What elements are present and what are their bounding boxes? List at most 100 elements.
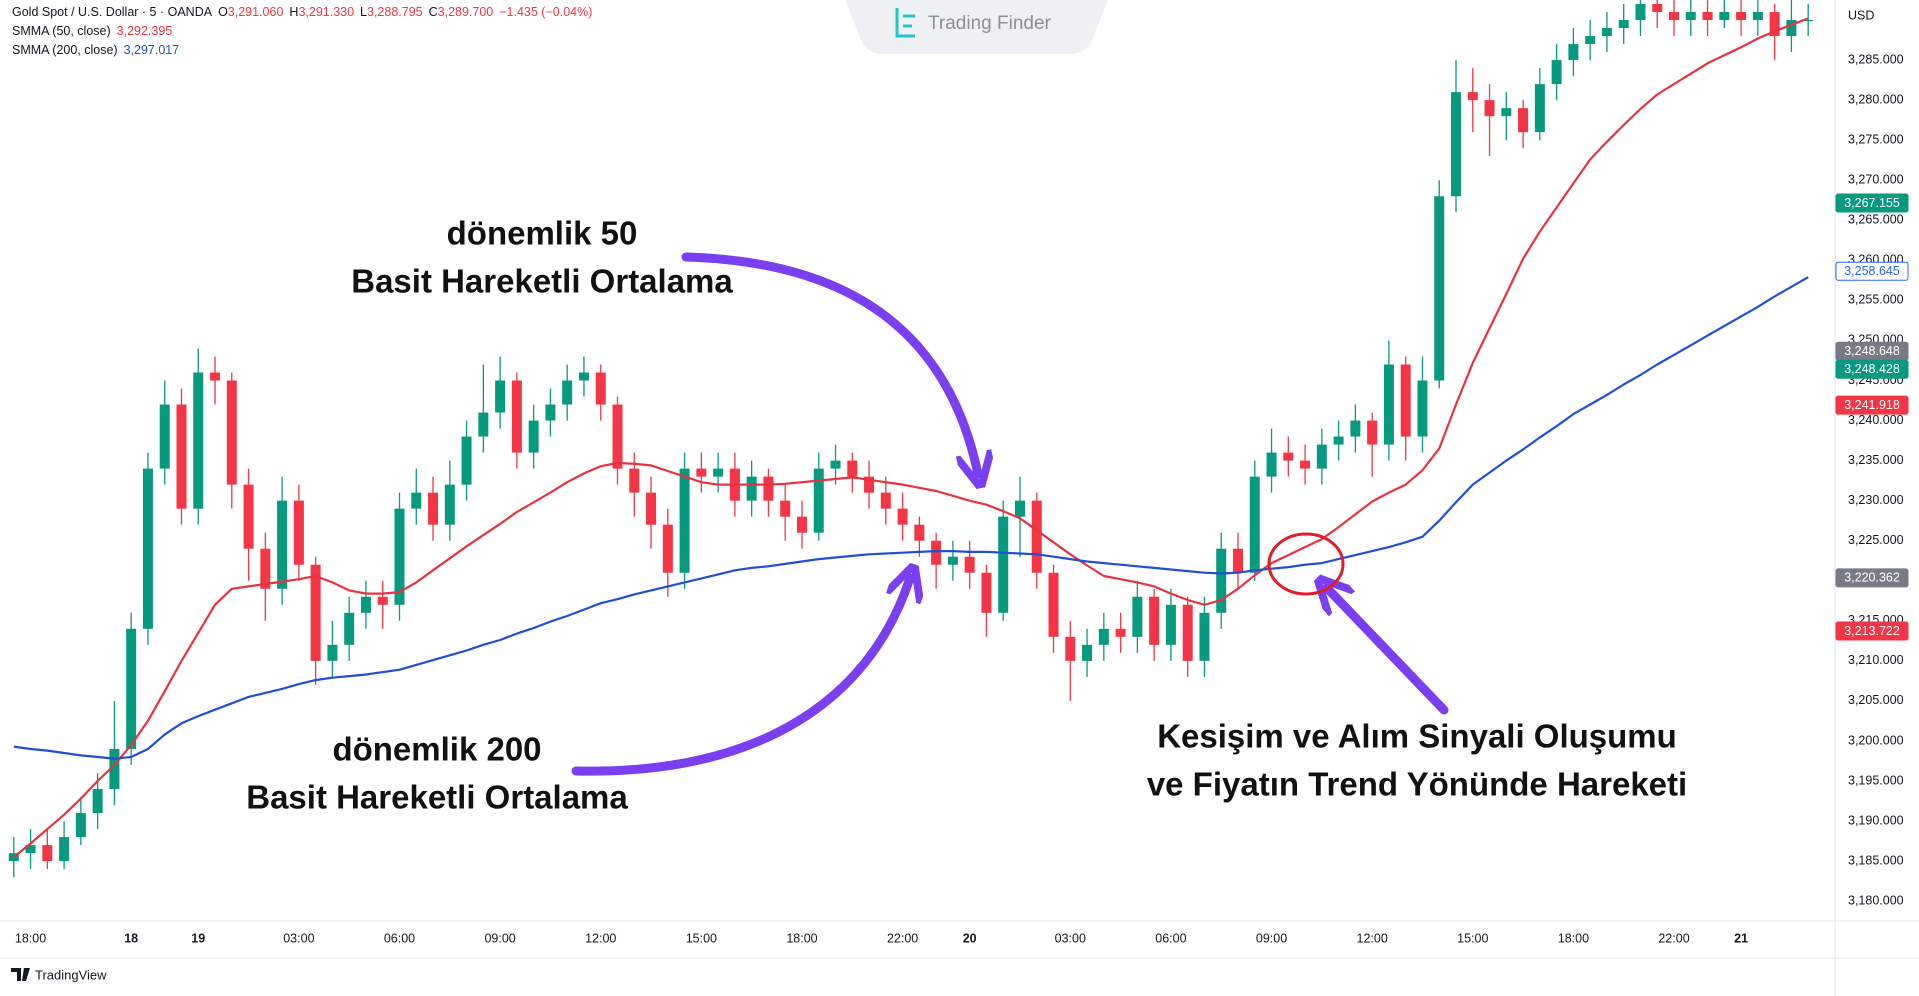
candle-body bbox=[444, 484, 455, 525]
watermark-text: Trading Finder bbox=[928, 13, 1052, 34]
y-tick-label: 3,205.000 bbox=[1848, 693, 1904, 707]
candle-body bbox=[1400, 364, 1411, 437]
candle-body bbox=[998, 516, 1009, 613]
indicator-value: 3,297.017 bbox=[124, 43, 180, 57]
watermark-icon bbox=[895, 8, 915, 38]
candle-body bbox=[1098, 628, 1109, 645]
candle-body bbox=[746, 476, 757, 501]
x-tick-label: 12:00 bbox=[1357, 931, 1388, 945]
x-tick-label: 06:00 bbox=[1155, 931, 1186, 945]
symbol: Gold Spot / U.S. Dollar · 5 · OANDA bbox=[12, 5, 213, 19]
ma-line bbox=[13, 276, 1809, 760]
y-tick-label: 3,225.000 bbox=[1848, 533, 1904, 547]
candle-body bbox=[1048, 572, 1059, 637]
x-tick-label: 06:00 bbox=[384, 931, 415, 945]
candle-body bbox=[1434, 196, 1445, 381]
candle-body bbox=[796, 516, 807, 533]
candle-body bbox=[813, 468, 824, 533]
candle-body bbox=[1769, 12, 1780, 37]
candle-body bbox=[495, 380, 506, 413]
change: −1.435 (−0.04%) bbox=[499, 5, 592, 19]
candle-body bbox=[595, 372, 606, 405]
y-tick-label: 3,185.000 bbox=[1848, 853, 1904, 867]
candle-body bbox=[1585, 36, 1596, 45]
indicator-value: 3,292.395 bbox=[117, 24, 173, 38]
price-badge-label: 3,213.722 bbox=[1844, 624, 1900, 638]
candle-body bbox=[59, 837, 70, 862]
candle-body bbox=[679, 468, 690, 573]
status-line: Gold Spot / U.S. Dollar · 5 · OANDA O3,29… bbox=[12, 5, 592, 19]
ohlc-key: H bbox=[289, 5, 298, 19]
x-tick-label: 18 bbox=[124, 931, 138, 945]
candle-body bbox=[1149, 596, 1160, 645]
y-tick-label: 3,235.000 bbox=[1848, 453, 1904, 467]
watermark-tab bbox=[845, 0, 1108, 54]
candle-body bbox=[1132, 596, 1143, 637]
y-tick-label: 3,200.000 bbox=[1848, 733, 1904, 747]
candle-body bbox=[478, 412, 489, 437]
candle-body bbox=[159, 404, 170, 469]
price-badge-label: 3,258.645 bbox=[1844, 264, 1900, 278]
candle-body bbox=[1266, 452, 1277, 477]
price-badge-label: 3,267.155 bbox=[1844, 196, 1900, 210]
candle-body bbox=[696, 468, 707, 477]
candle-body bbox=[226, 380, 237, 485]
arrow bbox=[571, 578, 910, 776]
candle-body bbox=[210, 372, 221, 381]
price-badge-label: 3,248.648 bbox=[1844, 344, 1900, 358]
candle-body bbox=[880, 492, 891, 509]
x-tick-label: 15:00 bbox=[1457, 931, 1488, 945]
candle-body bbox=[981, 572, 992, 613]
y-tick-label: 3,275.000 bbox=[1848, 132, 1904, 146]
x-tick-label: 09:00 bbox=[1256, 931, 1287, 945]
y-tick-label: 3,180.000 bbox=[1848, 893, 1904, 907]
indicator-name: SMMA (50, close) bbox=[12, 24, 111, 38]
candle-body bbox=[914, 524, 925, 541]
x-tick-label: 18:00 bbox=[786, 931, 817, 945]
price-badge bbox=[1835, 395, 1909, 415]
candle-body bbox=[109, 748, 120, 790]
candle-body bbox=[428, 492, 439, 525]
candle-body bbox=[511, 380, 522, 453]
candle-body bbox=[1685, 12, 1696, 21]
plot-area bbox=[8, 0, 1814, 878]
annotation: Basit Hareketli Ortalama bbox=[246, 779, 628, 816]
candle-body bbox=[662, 524, 673, 573]
x-tick-label: 22:00 bbox=[887, 931, 918, 945]
candle-body bbox=[243, 484, 254, 549]
candle-body bbox=[1618, 20, 1629, 29]
candle-body bbox=[260, 548, 271, 589]
candle-body bbox=[1249, 476, 1260, 573]
price-badge bbox=[1835, 261, 1909, 281]
candle-body bbox=[1350, 420, 1361, 437]
x-tick-label: 20 bbox=[963, 931, 977, 945]
x-tick-label: 19 bbox=[191, 931, 205, 945]
candle-body bbox=[1082, 644, 1093, 661]
y-tick-label: 3,265.000 bbox=[1848, 213, 1904, 227]
candle-body bbox=[897, 508, 908, 525]
candle-body bbox=[1165, 604, 1176, 645]
candle-body bbox=[1031, 500, 1042, 573]
crossover-highlight bbox=[1267, 532, 1345, 596]
candle-body bbox=[1803, 20, 1814, 22]
price-badge-label: 3,241.918 bbox=[1844, 398, 1900, 412]
brand-text: TradingView bbox=[35, 967, 107, 982]
candle-body bbox=[327, 644, 338, 661]
candle-body bbox=[1601, 28, 1612, 37]
candle-body bbox=[1300, 460, 1311, 469]
candle-body bbox=[1383, 364, 1394, 445]
ohlc-key: C bbox=[429, 5, 438, 19]
candle-body bbox=[1283, 452, 1294, 461]
candle-body bbox=[931, 540, 942, 565]
candle-body bbox=[461, 436, 472, 485]
candle-body bbox=[612, 404, 623, 469]
candle-body bbox=[847, 460, 858, 477]
annotation: Basit Hareketli Ortalama bbox=[351, 263, 733, 300]
candle-body bbox=[42, 845, 53, 862]
indicator-name: SMMA (200, close) bbox=[12, 43, 118, 57]
candle-body bbox=[1501, 108, 1512, 117]
x-tick-label: 18:00 bbox=[15, 931, 46, 945]
candle-body bbox=[1534, 84, 1545, 133]
candle-body bbox=[1333, 436, 1344, 445]
